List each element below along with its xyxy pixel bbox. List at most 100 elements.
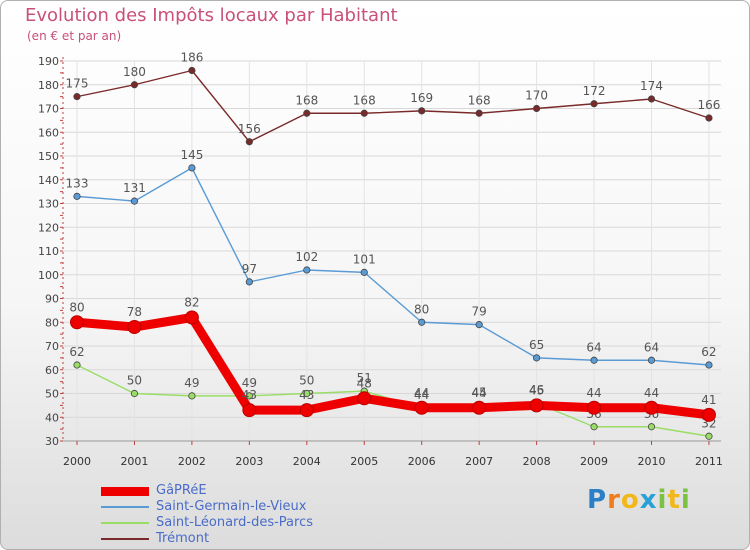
data-point <box>532 104 541 113</box>
logo-letter: o <box>620 485 640 515</box>
x-tick-label: 2008 <box>523 455 551 468</box>
data-label: 43 <box>242 388 257 402</box>
y-tick-label: 50 <box>45 388 59 401</box>
data-point <box>188 392 196 400</box>
y-tick-label: 80 <box>45 316 59 329</box>
data-label: 101 <box>353 252 376 266</box>
data-label: 43 <box>299 388 314 402</box>
series-saint-germain-le-vieux: 133 131 145 97 102 101 80 79 65 64 64 62 <box>66 148 717 369</box>
series-line <box>72 313 714 420</box>
data-label: 65 <box>529 338 544 352</box>
data-label: 44 <box>644 386 659 400</box>
x-tick-label: 2001 <box>120 455 148 468</box>
data-point <box>475 321 483 329</box>
data-label: 48 <box>357 376 372 390</box>
series-tr-mont: 175 180 186 156 168 168 169 168 170 172 174 166 <box>66 51 720 146</box>
y-tick-label: 30 <box>45 435 59 448</box>
data-label: 45 <box>472 385 487 399</box>
x-tick-label: 2011 <box>695 455 723 468</box>
data-label: 133 <box>66 176 89 190</box>
data-point <box>590 100 598 108</box>
series-line <box>76 167 710 366</box>
y-tick-label: 150 <box>38 150 59 163</box>
data-point <box>705 432 713 440</box>
data-point <box>73 361 81 369</box>
logo-letter: i <box>657 485 668 515</box>
data-point <box>418 107 426 115</box>
legend-swatch <box>101 538 149 540</box>
legend-swatch <box>101 506 149 508</box>
y-tick-label: 160 <box>38 126 59 139</box>
data-point <box>701 407 716 422</box>
data-point <box>299 403 314 418</box>
data-label: 97 <box>242 262 257 276</box>
data-point <box>590 423 598 431</box>
data-label: 80 <box>414 302 429 316</box>
data-point <box>644 400 659 415</box>
data-point <box>360 268 368 276</box>
data-label: 168 <box>353 93 376 107</box>
y-tick-label: 60 <box>45 364 59 377</box>
data-point <box>705 361 713 369</box>
data-label: 175 <box>66 77 89 91</box>
data-point <box>188 164 196 172</box>
data-label: 44 <box>586 386 601 400</box>
data-point <box>303 389 311 398</box>
data-point <box>360 109 368 117</box>
data-point <box>73 192 81 200</box>
logo-letter: i <box>680 485 691 515</box>
data-label: 169 <box>410 91 433 105</box>
series-line <box>76 69 710 143</box>
data-label: 51 <box>357 371 372 385</box>
data-label: 170 <box>525 89 548 103</box>
data-point <box>475 109 483 117</box>
data-point <box>529 398 544 413</box>
data-label: 44 <box>472 386 487 400</box>
x-tick-label: 2006 <box>408 455 436 468</box>
data-point <box>303 266 311 274</box>
grid <box>63 60 721 442</box>
x-tick-label: 2000 <box>63 455 91 468</box>
data-point <box>245 392 253 400</box>
data-point <box>647 95 656 103</box>
data-label: 62 <box>701 345 716 359</box>
data-label: 45 <box>529 383 544 397</box>
data-point <box>357 391 372 406</box>
data-point <box>245 138 253 146</box>
data-label: 80 <box>69 300 84 314</box>
data-point <box>532 354 541 362</box>
legend-swatch <box>101 522 149 524</box>
data-label: 180 <box>123 65 146 79</box>
data-point <box>647 356 656 364</box>
data-label: 78 <box>127 305 142 319</box>
data-label: 145 <box>180 148 203 162</box>
y-tick-label: 120 <box>38 221 59 234</box>
data-point <box>590 356 598 364</box>
legend-label: GâPRéE <box>156 483 207 498</box>
data-point <box>130 389 139 398</box>
data-label: 131 <box>123 181 146 195</box>
data-label: 172 <box>583 84 606 98</box>
data-point <box>184 310 199 325</box>
logo-letter: x <box>639 485 658 515</box>
x-tick-label: 2003 <box>235 455 263 468</box>
x-tick-label: 2002 <box>178 455 206 468</box>
y-tick-label: 110 <box>38 245 59 258</box>
data-point <box>242 403 257 418</box>
data-point <box>705 114 713 122</box>
proxiti-logo: Proxiti <box>587 485 691 515</box>
legend-swatch <box>101 487 149 496</box>
data-label: 44 <box>414 388 429 402</box>
data-label: 64 <box>644 340 659 354</box>
data-label: 186 <box>180 51 203 65</box>
chart-title: Evolution des Impôts locaux par Habitant <box>25 5 398 26</box>
data-point <box>127 320 142 334</box>
data-label: 41 <box>701 393 716 407</box>
y-tick-label: 100 <box>38 269 59 282</box>
data-label: 156 <box>238 122 261 136</box>
data-label: 174 <box>640 79 663 93</box>
data-label: 44 <box>414 386 429 400</box>
